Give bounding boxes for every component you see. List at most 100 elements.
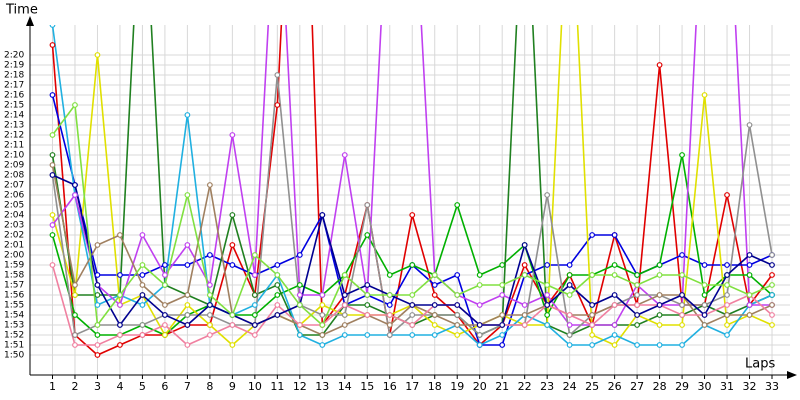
point [229,132,236,138]
point [49,232,56,238]
point [364,302,371,308]
point [319,212,326,218]
point [386,292,393,298]
y-tick-label: 2:02 [4,231,24,241]
point [72,102,78,108]
point [454,202,461,208]
y-tick-label: 2:06 [4,191,24,201]
point [206,312,213,318]
point [589,302,596,308]
point [117,342,123,348]
point [566,322,573,328]
point [544,322,551,328]
point [589,322,596,328]
point [499,322,506,328]
point [634,312,641,318]
x-tick-label: 16 [383,380,397,393]
point [117,332,123,338]
point [769,322,775,328]
point [162,322,168,328]
point [319,312,326,318]
y-tick-label: 1:59 [4,261,24,271]
point [364,282,371,288]
point [72,282,78,288]
point [701,292,708,298]
point [769,272,775,278]
point [206,292,213,298]
point [634,322,641,328]
point [251,252,258,258]
point [679,252,685,258]
x-tick-label: 3 [94,380,101,393]
point [386,332,393,338]
point [319,322,326,328]
point [319,342,326,348]
point [454,322,461,328]
point [611,292,618,298]
x-tick-label: 13 [315,380,329,393]
y-axis-label: Time [5,3,38,18]
x-tick-label: 25 [585,380,599,393]
x-tick-label: 14 [338,380,352,393]
point [49,162,56,168]
x-tick-label: 22 [518,380,532,393]
point [724,322,730,328]
point [746,252,753,258]
point [341,322,348,328]
point [544,302,551,308]
y-tick-label: 2:17 [4,81,24,91]
point [476,332,483,338]
point [701,92,708,98]
point [431,302,438,308]
y-tick-label: 1:56 [4,291,24,301]
point [679,272,685,278]
point [184,242,191,248]
point [274,272,281,278]
point [274,72,281,78]
point [206,332,213,338]
y-tick-label: 2:07 [4,181,24,191]
point [274,302,281,308]
point [229,262,236,268]
point [476,302,483,308]
y-tick-label: 1:54 [4,311,24,321]
point [656,272,663,278]
point [431,282,438,288]
y-tick-label: 2:13 [4,121,24,131]
x-tick-label: 27 [630,380,644,393]
y-tick-label: 1:50 [4,351,24,361]
point [476,322,483,328]
point [431,312,438,318]
point [769,292,775,298]
x-tick-label: 24 [563,380,577,393]
x-tick-label: 11 [270,380,284,393]
point [296,292,303,298]
point [72,332,78,338]
point [544,282,551,288]
point [544,192,551,198]
point [296,332,303,338]
point [364,312,371,318]
point [566,332,573,338]
point [341,332,348,338]
x-axis-arrow [787,371,797,379]
point [679,292,685,298]
point [72,292,78,298]
point [634,282,641,288]
point [184,262,191,268]
point [184,192,191,198]
point [184,302,191,308]
y-tick-label: 1:53 [4,321,24,331]
point [162,282,168,288]
point [49,212,56,218]
point [94,292,101,298]
point [724,282,730,288]
point [611,322,618,328]
point [229,212,236,218]
point [341,302,348,308]
point [162,262,168,268]
point [409,322,416,328]
point [679,342,685,348]
x-tick-label: 32 [743,380,757,393]
point [386,302,393,308]
